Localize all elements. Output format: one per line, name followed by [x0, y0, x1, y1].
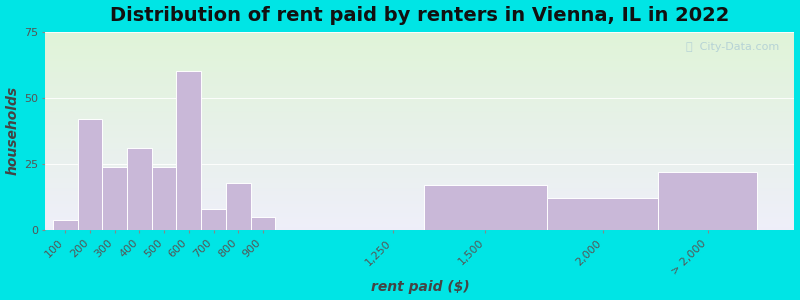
Bar: [226, 182, 250, 230]
Bar: [250, 217, 275, 230]
Bar: [127, 148, 152, 230]
Bar: [177, 71, 202, 230]
Bar: [152, 167, 177, 230]
Y-axis label: households: households: [6, 86, 19, 176]
Title: Distribution of rent paid by renters in Vienna, IL in 2022: Distribution of rent paid by renters in …: [110, 6, 730, 25]
Bar: [658, 172, 758, 230]
Bar: [202, 209, 226, 230]
Bar: [102, 167, 127, 230]
Bar: [424, 185, 547, 230]
X-axis label: rent paid ($): rent paid ($): [370, 280, 470, 294]
Text: ⓘ  City-Data.com: ⓘ City-Data.com: [686, 42, 779, 52]
Bar: [78, 119, 102, 230]
Bar: [53, 220, 78, 230]
Bar: [547, 198, 658, 230]
